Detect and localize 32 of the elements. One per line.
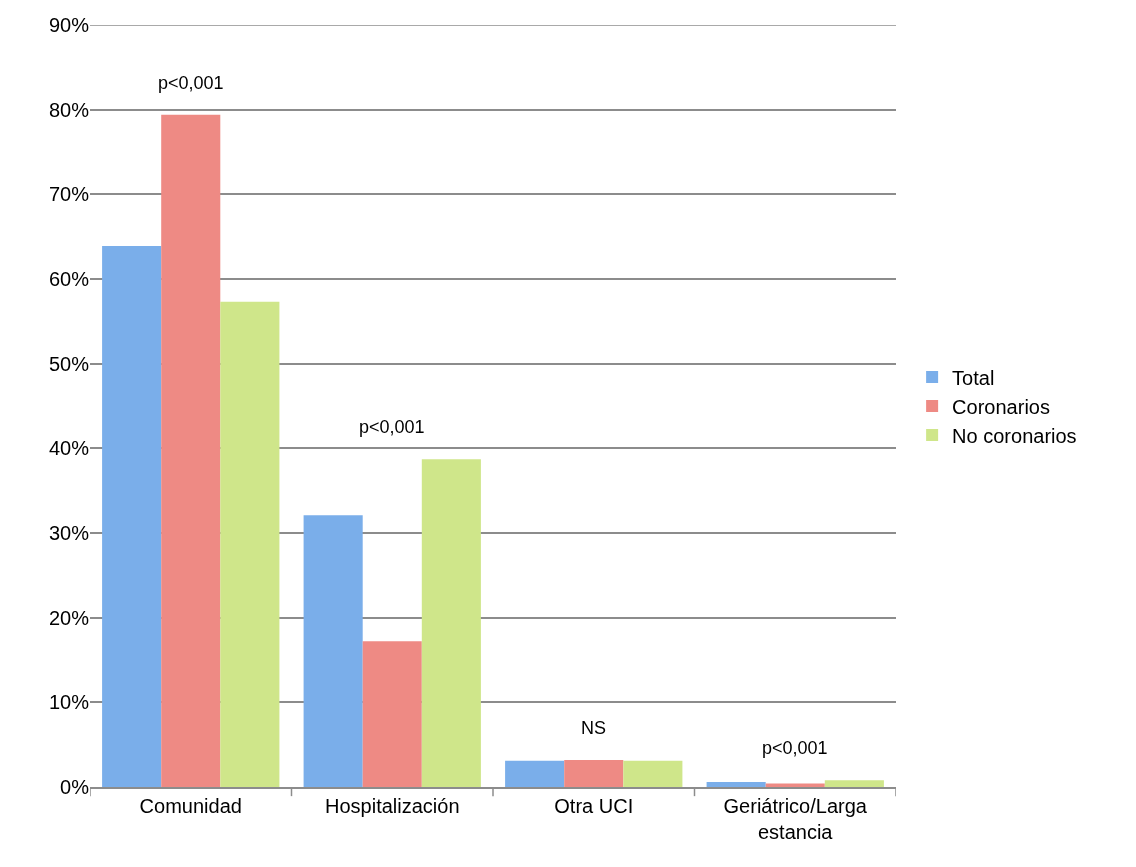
bar (161, 114, 221, 787)
y-tick-label: 20% (48, 606, 90, 629)
legend-label: Coronarios (952, 395, 1050, 418)
y-tick-label: 40% (48, 437, 90, 460)
x-tick-label: Geriátrico/Larga estancia (723, 794, 868, 843)
y-tick-label: 30% (48, 522, 90, 544)
y-tick-label: 80% (48, 98, 90, 121)
x-tick-label: Otra UCI (554, 794, 634, 817)
bar (623, 760, 683, 787)
y-tick-label: 50% (48, 352, 90, 375)
bar (564, 759, 624, 787)
bar (706, 781, 766, 787)
annotation: p<0,001 (359, 417, 425, 437)
bar (303, 515, 363, 787)
bar (220, 301, 280, 787)
annotation: p<0,001 (762, 738, 828, 758)
y-tick-label: 10% (48, 691, 90, 714)
bar (505, 760, 565, 787)
annotation: NS (581, 718, 607, 738)
x-tick-label: Hospitalización (324, 794, 460, 817)
annotation: p<0,001 (158, 73, 224, 93)
bar (102, 245, 162, 787)
legend-label: No coronarios (952, 424, 1077, 447)
bar (362, 641, 422, 787)
y-tick-label: 0% (60, 776, 90, 798)
y-tick-label: 70% (48, 183, 90, 206)
y-tick-label: 60% (48, 268, 90, 290)
bar (824, 780, 884, 787)
x-tick-label: Comunidad (139, 794, 242, 817)
y-tick-label: 90% (48, 14, 90, 36)
bar (421, 459, 481, 787)
legend-label: Total (952, 366, 995, 389)
